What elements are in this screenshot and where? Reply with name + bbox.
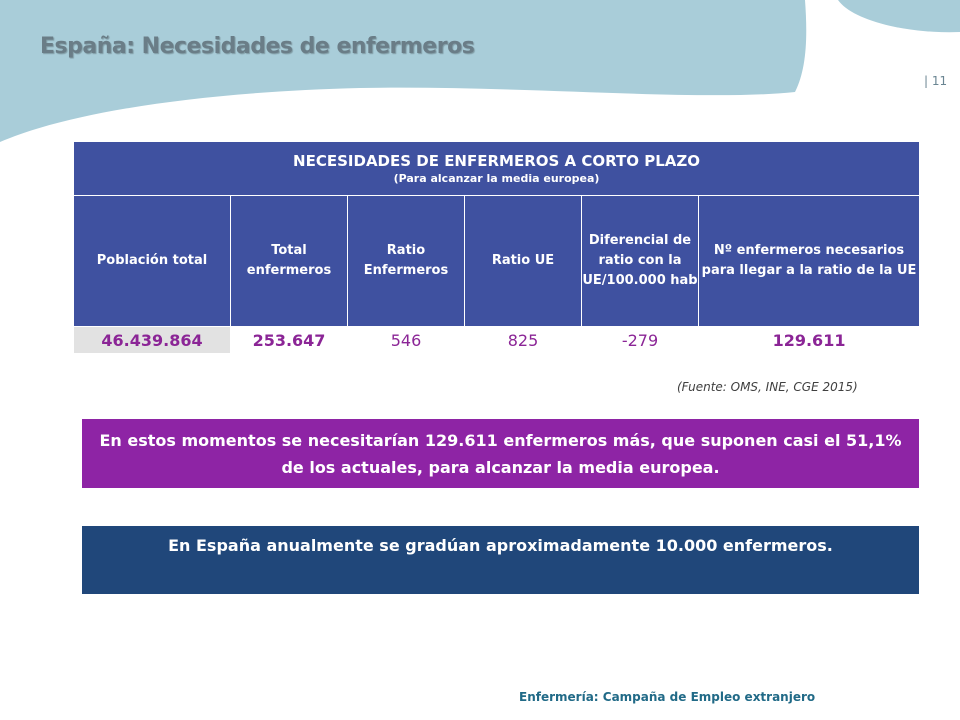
info-text: En España anualmente se gradúan aproxima… bbox=[168, 536, 833, 555]
column-header-ratio-difference: Diferencial de ratio con la UE/100.000 h… bbox=[581, 195, 699, 327]
cell-ratio-difference: -279 bbox=[581, 326, 699, 354]
highlight-box: En estos momentos se necesitarían 129.61… bbox=[82, 419, 919, 488]
table-row: 46.439.864 253.647 546 825 -279 129.611 bbox=[73, 326, 921, 354]
table-heading: NECESIDADES DE ENFERMEROS A CORTO PLAZO bbox=[293, 151, 700, 170]
highlight-text: En estos momentos se necesitarían 129.61… bbox=[99, 430, 902, 477]
column-header-nurse-ratio: Ratio Enfermeros bbox=[347, 195, 465, 327]
cell-nurse-ratio: 546 bbox=[347, 326, 465, 354]
top-right-wave-shape bbox=[838, 0, 960, 33]
top-left-wave-shape bbox=[0, 0, 807, 142]
table-subheading: (Para alcanzar la media europea) bbox=[393, 171, 600, 185]
column-header-population: Población total bbox=[73, 195, 231, 327]
cell-population: 46.439.864 bbox=[73, 326, 231, 354]
table-heading-cell: NECESIDADES DE ENFERMEROS A CORTO PLAZO … bbox=[72, 141, 921, 196]
cell-total-nurses: 253.647 bbox=[230, 326, 348, 354]
footer-text: Enfermería: Campaña de Empleo extranjero bbox=[519, 690, 816, 704]
cell-nurses-needed: 129.611 bbox=[697, 326, 921, 354]
column-header-eu-ratio: Ratio UE bbox=[464, 195, 582, 327]
slide-title: España: Necesidades de enfermeros bbox=[40, 34, 475, 59]
info-box: En España anualmente se gradúan aproxima… bbox=[82, 526, 919, 594]
column-header-nurses-needed: Nº enfermeros necesarios para llegar a l… bbox=[697, 195, 921, 327]
column-header-total-nurses: Total enfermeros bbox=[230, 195, 348, 327]
source-note: (Fuente: OMS, INE, CGE 2015) bbox=[677, 380, 858, 394]
cell-eu-ratio: 825 bbox=[464, 326, 582, 354]
nurse-needs-table: NECESIDADES DE ENFERMEROS A CORTO PLAZO … bbox=[72, 141, 921, 354]
page-number: | 11 bbox=[924, 74, 948, 88]
